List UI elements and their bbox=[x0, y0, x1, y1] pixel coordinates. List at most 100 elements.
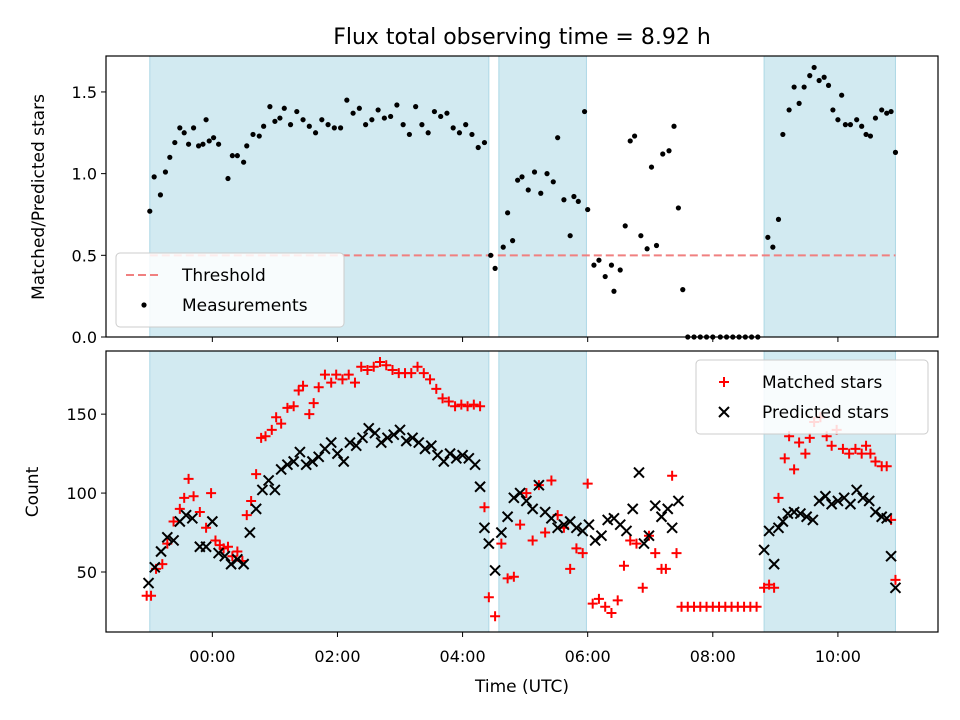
matched-stars-point bbox=[368, 361, 379, 372]
x-tick-label: 00:00 bbox=[189, 647, 235, 666]
predicted-stars-point bbox=[638, 537, 650, 550]
measurements-point bbox=[660, 151, 666, 157]
predicted-stars-point bbox=[794, 507, 807, 520]
measurements-point bbox=[666, 148, 672, 154]
measurements-point bbox=[863, 131, 869, 138]
matched-stars-point bbox=[298, 380, 309, 391]
measurements-point bbox=[375, 107, 381, 113]
measurements-point bbox=[830, 107, 836, 113]
matched-stars-point bbox=[625, 535, 636, 546]
measurements-point bbox=[216, 141, 222, 147]
predicted-stars-point bbox=[570, 522, 583, 534]
x-tick-label: 02:00 bbox=[314, 647, 360, 666]
measurements-point bbox=[413, 104, 419, 110]
measurements-point bbox=[190, 125, 197, 131]
predicted-stars-point bbox=[483, 537, 495, 550]
predicted-stars-point bbox=[206, 515, 219, 528]
matched-stars-point bbox=[425, 374, 436, 385]
predicted-stars-point bbox=[595, 529, 608, 542]
measurements-point bbox=[400, 122, 406, 128]
measurements-point bbox=[567, 233, 573, 239]
legend-label-matched-stars: Matched stars bbox=[762, 373, 882, 393]
matched-stars-point bbox=[483, 592, 494, 603]
legend-swatch-matched-stars bbox=[719, 377, 729, 387]
measurements-point bbox=[244, 143, 250, 149]
predicted-stars-point bbox=[857, 492, 869, 504]
measurements-point bbox=[234, 153, 240, 159]
measurements-point bbox=[185, 141, 192, 147]
measurements-point bbox=[859, 123, 865, 129]
matched-stars-point bbox=[256, 432, 267, 443]
matched-stars-point bbox=[496, 538, 507, 549]
matched-stars-point bbox=[606, 608, 617, 619]
matched-stars-point bbox=[337, 374, 348, 385]
predicted-stars-point bbox=[763, 525, 775, 537]
predicted-stars-point bbox=[444, 447, 456, 460]
predicted-stars-point bbox=[863, 495, 875, 507]
matched-stars-point bbox=[308, 398, 319, 409]
measurements-point bbox=[319, 117, 325, 123]
y-tick-label: 1.5 bbox=[72, 83, 97, 102]
predicted-stars-point bbox=[627, 503, 639, 515]
legend-swatch-predicted-stars bbox=[718, 406, 730, 418]
predicted-stars-point bbox=[772, 522, 785, 534]
measurements-point bbox=[456, 130, 463, 136]
predicted-stars-point bbox=[250, 503, 262, 515]
predicted-stars-point bbox=[880, 512, 893, 525]
matched-stars-point bbox=[319, 369, 330, 380]
bottom-panel: 50 100 150 Matched stars Predicted stars bbox=[66, 350, 939, 637]
measurements-point bbox=[469, 131, 475, 138]
matched-stars-point bbox=[468, 399, 479, 410]
matched-stars-point bbox=[826, 440, 837, 451]
matched-stars-point bbox=[565, 563, 576, 574]
predicted-stars-point bbox=[219, 550, 231, 562]
predicted-stars-point bbox=[533, 479, 545, 491]
axes-frame bbox=[105, 55, 939, 338]
matched-stars-point bbox=[381, 360, 392, 371]
predicted-stars-point bbox=[589, 534, 601, 547]
predicted-stars-point bbox=[244, 526, 256, 539]
predicted-stars-point bbox=[312, 451, 325, 463]
measurements-point bbox=[381, 115, 387, 121]
legend-box bbox=[695, 359, 929, 435]
matched-stars-point bbox=[201, 522, 212, 533]
measurements-point bbox=[419, 122, 425, 128]
x-axis: 00:00 02:00 04:00 06:00 08:00 10:00 bbox=[189, 647, 861, 666]
x-tick-label: 08:00 bbox=[690, 647, 736, 666]
matched-stars-point bbox=[276, 418, 287, 429]
measurements-point bbox=[801, 84, 807, 90]
axes-frame bbox=[105, 350, 939, 633]
measurements-point bbox=[671, 123, 677, 129]
x-tick-label: 06:00 bbox=[565, 647, 611, 666]
predicted-stars-point bbox=[672, 495, 685, 507]
matched-stars-point bbox=[475, 401, 486, 412]
predicted-stars-point bbox=[406, 432, 419, 444]
predicted-stars-point bbox=[300, 458, 312, 471]
measurements-point bbox=[575, 198, 581, 205]
matched-stars-point bbox=[443, 396, 454, 407]
matched-stars-point bbox=[890, 574, 901, 585]
measurements-point bbox=[206, 138, 212, 144]
matched-stars-point bbox=[479, 502, 490, 513]
legend-label-measurements: Measurements bbox=[182, 296, 308, 316]
measurements-point bbox=[388, 113, 394, 120]
measurements-point bbox=[847, 122, 854, 128]
predicted-stars-point bbox=[474, 481, 486, 493]
matched-stars-point bbox=[206, 488, 217, 499]
predicted-stars-point bbox=[514, 487, 526, 499]
predicted-stars-point bbox=[325, 436, 337, 449]
measurements-point bbox=[394, 102, 400, 108]
matched-stars-point bbox=[593, 593, 604, 604]
predicted-stars-point bbox=[655, 511, 668, 523]
measurements-point bbox=[261, 123, 267, 129]
matched-stars-point bbox=[856, 448, 867, 459]
predicted-stars-point bbox=[394, 424, 406, 436]
measurements-point bbox=[525, 187, 531, 193]
predicted-stars-point bbox=[375, 436, 387, 449]
predicted-stars-point bbox=[813, 495, 825, 507]
measurements-point bbox=[816, 77, 822, 84]
predicted-stars-point bbox=[281, 458, 294, 471]
x-tick-label: 04:00 bbox=[440, 647, 486, 666]
measurements-point bbox=[825, 82, 832, 89]
